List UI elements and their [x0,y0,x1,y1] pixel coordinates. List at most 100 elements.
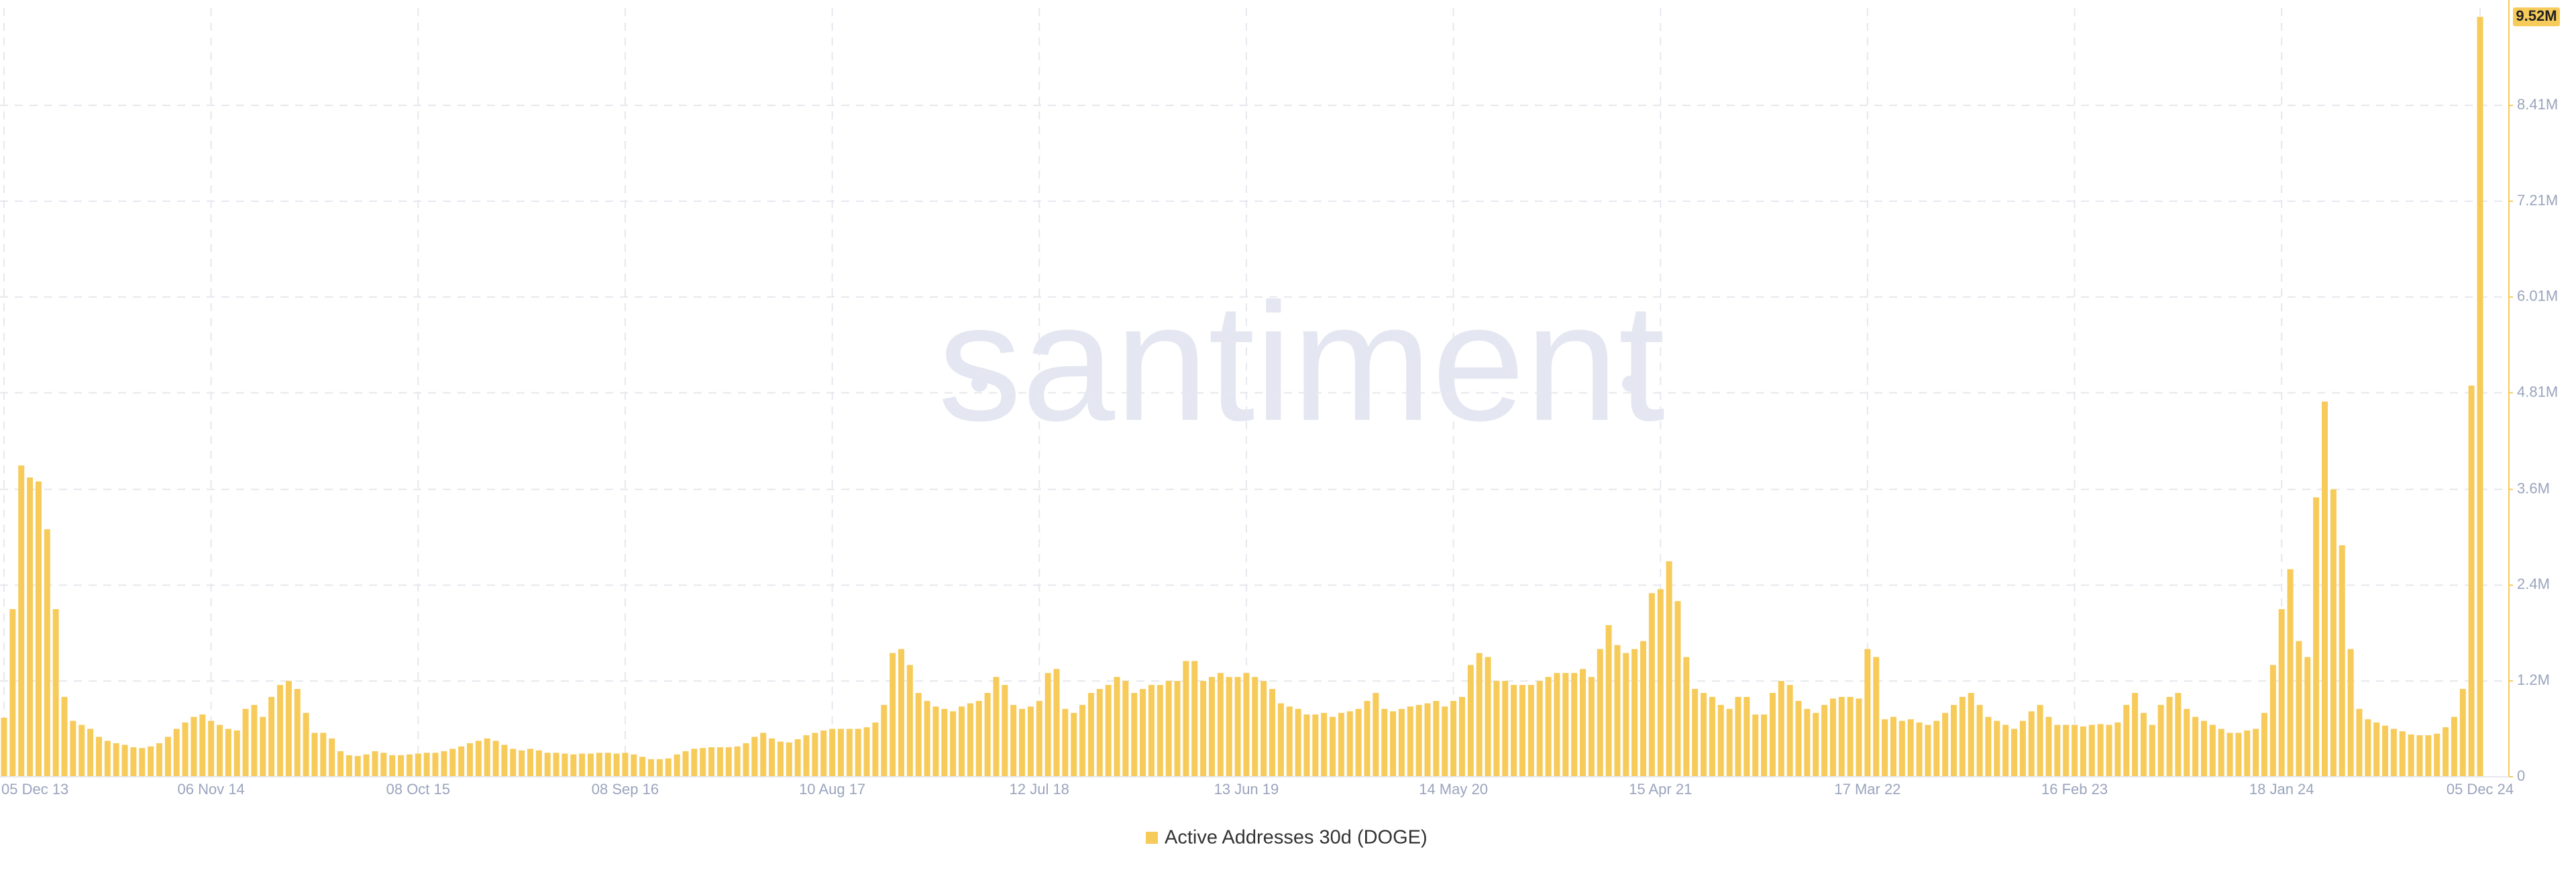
bar [441,751,447,777]
bar [1683,657,1690,777]
bar [2157,704,2164,777]
bar [975,700,982,777]
bar [2356,708,2363,777]
bar [1623,653,1629,777]
y-tick-label: 8.41M [2517,96,2558,113]
bar [372,751,378,777]
bar [777,741,784,777]
legend-swatch [1146,832,1158,844]
bar [260,716,266,777]
bar [277,685,284,777]
x-tick-label: 10 Aug 17 [799,781,865,798]
bar [2184,708,2190,777]
bar [191,716,197,777]
bar [432,753,439,777]
bar [268,696,275,777]
y-tick-label: 6.01M [2517,288,2558,305]
bar [285,681,292,777]
bar [1657,589,1664,777]
bar [2175,693,2182,777]
bar [1813,712,1819,777]
bar [2045,716,2052,777]
y-tick-label: 2.4M [2517,576,2550,592]
bar [950,711,957,777]
bar [665,758,672,777]
bar [1536,681,1543,777]
bar [613,753,620,777]
bar [1140,689,1146,777]
bar [2278,609,2285,777]
bar [70,720,76,777]
bar [1234,677,1241,777]
value-label-bg [2513,7,2560,27]
bar [1277,703,1284,777]
bar [786,742,792,777]
bar [2408,734,2414,777]
bar [1726,708,1733,777]
bar [1545,677,1552,777]
bar [1458,696,1465,777]
bar [1493,681,1500,777]
bar [1373,693,1379,777]
bar [1942,712,1949,777]
bar [311,732,318,777]
bar [2080,726,2086,777]
x-tick-label: 05 Dec 24 [2447,781,2514,798]
bar [458,746,465,777]
bar [1295,708,1301,777]
bar [1010,704,1017,777]
bar [846,728,853,777]
bar [1709,696,1715,777]
bar [2088,724,2095,777]
bar [553,753,559,777]
bar [941,708,948,777]
bar [1,717,7,777]
bar [579,753,586,777]
bar [130,747,137,777]
bar [2451,716,2457,777]
bar [1415,704,1422,777]
bar [354,756,361,777]
bar [1036,700,1042,777]
bar [2339,545,2345,777]
bar [648,759,655,777]
y-tick-label: 4.81M [2517,383,2558,400]
bar [2269,665,2276,777]
bar [2011,728,2018,777]
bar [1027,706,1034,777]
bar [760,732,767,777]
bar [881,704,888,777]
bar [1829,698,1836,777]
bar [2072,724,2078,777]
bar [2468,385,2475,777]
bar [1882,719,1888,777]
bar [9,609,16,777]
bar [1519,685,1525,777]
bar [1321,712,1328,777]
bar [1114,677,1120,777]
bar [61,696,68,777]
bar [389,755,396,777]
y-tick-label: 1.2M [2517,671,2550,688]
bar [113,743,119,777]
bar [2226,732,2233,777]
bar [251,704,258,777]
bar [1433,700,1440,777]
x-tick-label: 05 Dec 13 [1,781,68,798]
bar [993,677,1000,777]
bar [1338,712,1344,777]
bar [2434,733,2440,777]
bar [2002,724,2009,777]
bar [1390,711,1397,777]
bar [1951,704,1957,777]
bar [44,529,50,777]
bar [924,700,930,777]
x-tick-label: 06 Nov 14 [178,781,245,798]
bar [2244,730,2251,777]
bar [423,753,430,777]
bar [2209,724,2216,777]
bar [898,649,905,777]
bar [2123,704,2130,777]
bar [1226,677,1232,777]
bar [345,755,352,777]
